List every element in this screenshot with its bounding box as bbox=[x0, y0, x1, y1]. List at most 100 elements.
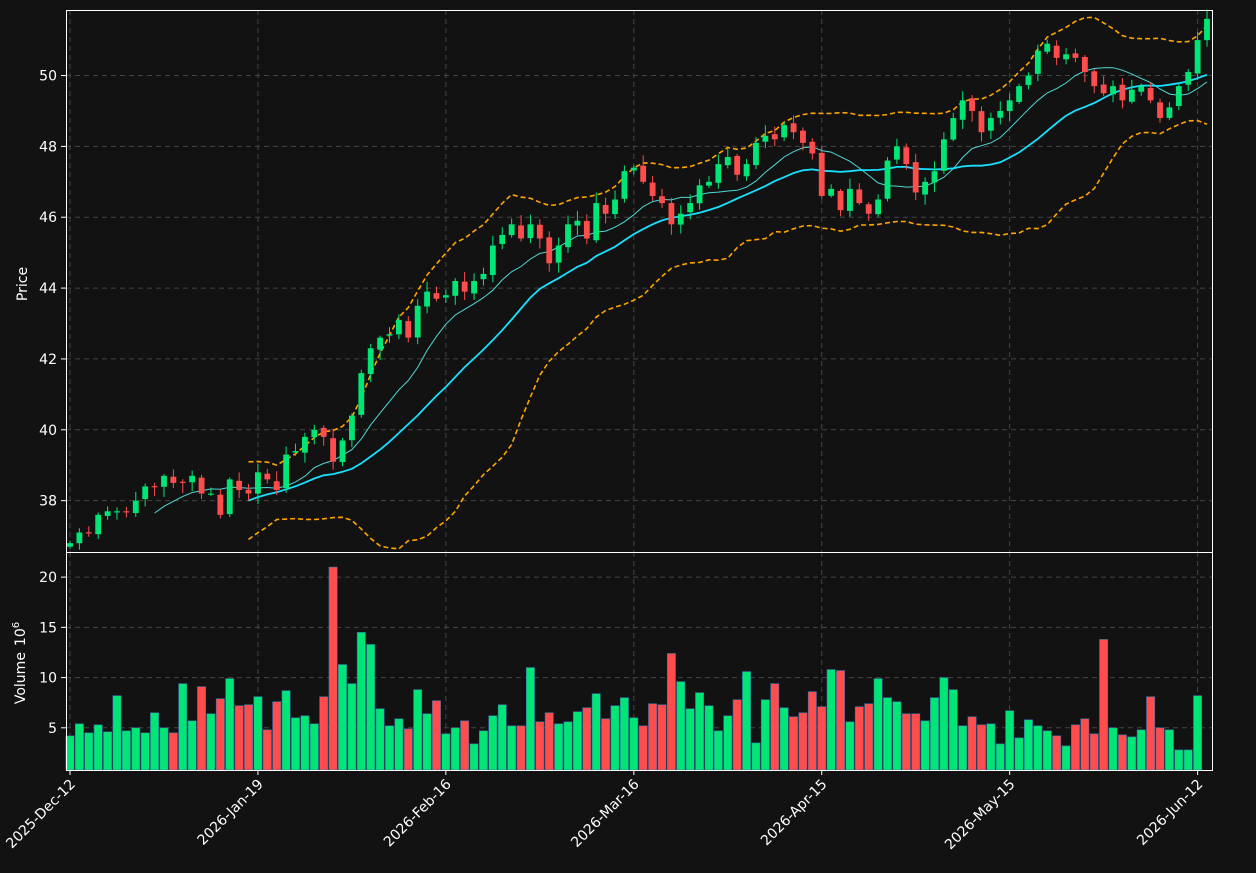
candle-body bbox=[771, 134, 778, 140]
candle-body bbox=[226, 479, 233, 515]
candle-body bbox=[1185, 71, 1192, 85]
candle-body bbox=[649, 182, 656, 196]
volume-bar bbox=[619, 697, 629, 771]
candle-body bbox=[715, 164, 722, 183]
volume-bar bbox=[488, 715, 498, 771]
candle-body bbox=[358, 373, 365, 415]
volume-bar bbox=[1164, 729, 1174, 771]
volume-bar bbox=[1014, 737, 1024, 771]
candle-body bbox=[95, 514, 102, 535]
volume-bar bbox=[854, 706, 864, 771]
volume-bar bbox=[770, 683, 780, 771]
volume-bar bbox=[732, 699, 742, 771]
candle-body bbox=[1175, 86, 1182, 107]
candle-body bbox=[940, 139, 947, 171]
volume-panel-frame bbox=[66, 552, 1213, 771]
volume-bar bbox=[995, 743, 1005, 771]
volume-bar bbox=[1117, 734, 1127, 771]
candle-body bbox=[1044, 43, 1051, 52]
candle-body bbox=[283, 454, 290, 489]
candle-body bbox=[339, 440, 346, 463]
candle-body bbox=[414, 305, 421, 338]
candle-body bbox=[76, 532, 83, 544]
candle-body bbox=[997, 110, 1004, 118]
volume-bar bbox=[1033, 725, 1043, 771]
volume-bar bbox=[84, 732, 94, 771]
candle-body bbox=[1204, 18, 1210, 41]
volume-bar bbox=[1183, 749, 1193, 771]
volume-bar bbox=[150, 712, 160, 771]
candle-body bbox=[424, 291, 430, 307]
volume-bar bbox=[704, 705, 714, 771]
volume-bar bbox=[742, 671, 751, 771]
price-tick-label: 38 bbox=[39, 494, 57, 510]
price-axis-ticks: 38 40 42 44 46 48 50 bbox=[39, 69, 66, 510]
candle-body bbox=[161, 475, 167, 487]
volume-bar bbox=[178, 683, 188, 771]
bollinger-bands bbox=[248, 16, 1208, 550]
volume-bar bbox=[1136, 729, 1146, 771]
moving-average-lines bbox=[154, 67, 1208, 514]
candle-body bbox=[640, 165, 647, 182]
volume-bar bbox=[65, 735, 75, 771]
volume-bar bbox=[817, 706, 827, 771]
volume-bar bbox=[347, 683, 357, 771]
candle-body bbox=[499, 234, 506, 244]
volume-bar bbox=[535, 721, 545, 771]
candle-body bbox=[142, 486, 149, 500]
volume-bar bbox=[1099, 639, 1109, 771]
volume-bar bbox=[883, 697, 892, 771]
candle-body bbox=[1119, 84, 1126, 101]
candle-body bbox=[1147, 87, 1154, 101]
candle-body bbox=[320, 427, 327, 437]
volume-bar bbox=[281, 690, 291, 771]
candle-body bbox=[1034, 50, 1041, 74]
candle-body bbox=[565, 224, 571, 248]
candle-body bbox=[518, 225, 524, 239]
volume-bar bbox=[713, 730, 723, 771]
volume-bar bbox=[544, 712, 554, 771]
price-tick-label: 42 bbox=[39, 352, 57, 368]
volume-bar bbox=[986, 723, 996, 771]
candle-body bbox=[612, 199, 618, 215]
volume-bar bbox=[911, 713, 921, 771]
volume-axis-label-exponent: 6 bbox=[11, 622, 22, 628]
candle-body bbox=[1072, 53, 1079, 58]
candle-body bbox=[847, 188, 853, 211]
volume-bar bbox=[460, 720, 470, 771]
volume-axis-label-text: Volume bbox=[13, 652, 29, 704]
volume-bar bbox=[328, 566, 338, 771]
candle-body bbox=[536, 224, 543, 239]
volume-bar bbox=[1127, 736, 1137, 771]
volume-bar bbox=[469, 743, 479, 771]
volume-bar bbox=[215, 698, 225, 771]
candle-body bbox=[273, 481, 280, 491]
candle-body bbox=[433, 293, 440, 299]
candle-body bbox=[696, 185, 703, 204]
volume-bar bbox=[638, 725, 648, 771]
candle-body bbox=[893, 146, 900, 160]
volume-bar bbox=[432, 700, 441, 771]
candle-body bbox=[734, 155, 741, 175]
volume-bar bbox=[413, 689, 423, 771]
candle-body bbox=[969, 98, 975, 111]
candle-body bbox=[208, 493, 214, 495]
candle-body bbox=[753, 142, 759, 166]
candle-body bbox=[912, 162, 919, 193]
volume-bar bbox=[873, 678, 883, 771]
volume-bar bbox=[967, 716, 977, 771]
candle-body bbox=[687, 203, 694, 213]
candle-body bbox=[743, 164, 750, 177]
volume-bar bbox=[666, 653, 676, 771]
volume-bar bbox=[74, 723, 84, 771]
candle-body bbox=[189, 475, 196, 483]
volume-bar bbox=[375, 708, 385, 771]
candle-body bbox=[555, 245, 562, 263]
price-tick-label: 44 bbox=[39, 281, 57, 297]
upper-band-line bbox=[248, 16, 1208, 466]
candle-body bbox=[452, 281, 459, 296]
price-tick-label: 50 bbox=[39, 69, 57, 85]
candle-body bbox=[1025, 75, 1032, 85]
volume-bar bbox=[206, 713, 216, 771]
